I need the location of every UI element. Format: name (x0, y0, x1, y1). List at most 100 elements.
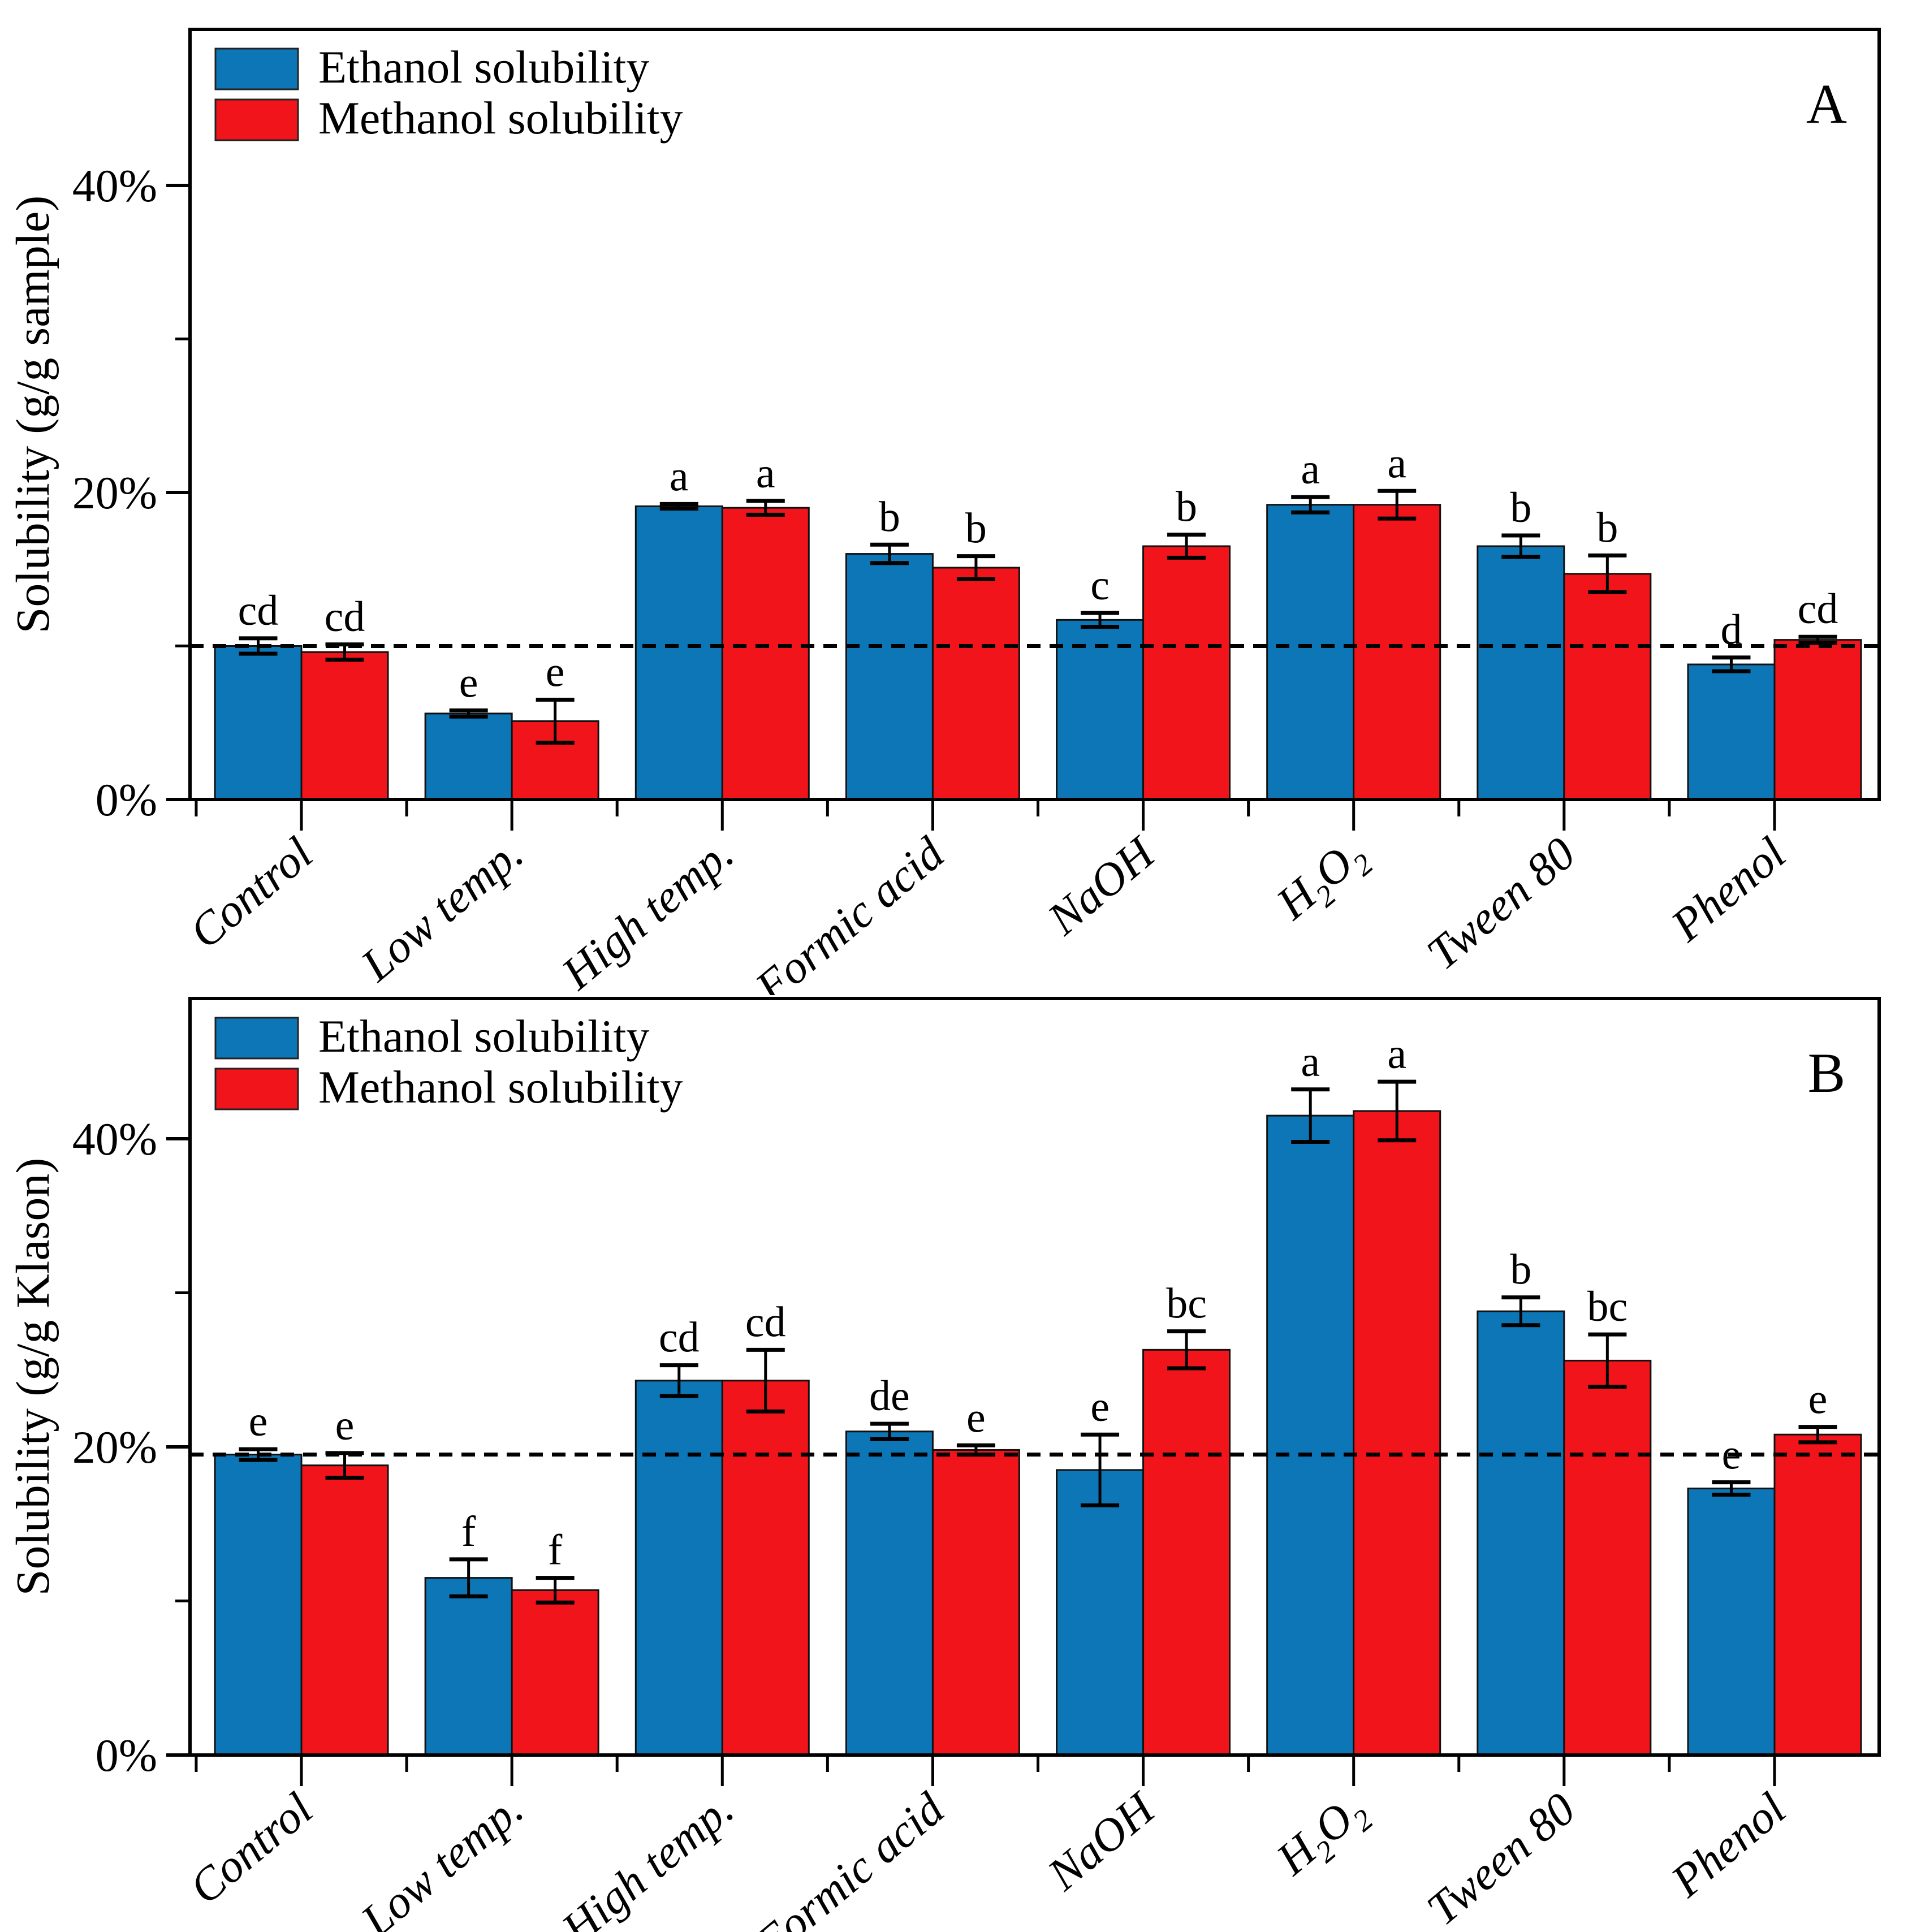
legend-swatch-methanol (214, 1067, 299, 1110)
bar-methanol-7 (1773, 1433, 1862, 1756)
significance-letter: a (1387, 1030, 1406, 1078)
bar-ethanol-6 (1477, 545, 1565, 801)
significance-letter: a (1387, 439, 1406, 487)
y-tick-label: 20% (72, 1421, 157, 1473)
x-category-label: Tween 80 (1417, 827, 1585, 979)
x-category-label: Formic acid (745, 1782, 954, 1932)
significance-letter: a (670, 452, 689, 500)
y-tick-label: 20% (72, 467, 157, 518)
x-category-label: High temp. (551, 827, 743, 995)
x-category-label: High temp. (551, 1783, 743, 1932)
x-category-label: NaOH (1038, 826, 1165, 945)
bar-methanol-1 (511, 1589, 599, 1756)
bar-methanol-5 (1353, 504, 1441, 801)
bar-ethanol-7 (1687, 663, 1776, 801)
plot-frame (188, 997, 1881, 1757)
bar-ethanol-7 (1687, 1488, 1776, 1756)
bar-ethanol-6 (1477, 1310, 1565, 1756)
significance-letter: b (1510, 484, 1531, 531)
significance-letter: b (879, 493, 900, 541)
bar-methanol-4 (1142, 1348, 1231, 1756)
bar-ethanol-5 (1266, 1114, 1355, 1756)
y-axis-title: Solubility (g/g sample) (7, 196, 59, 634)
bar-ethanol-4 (1056, 1469, 1145, 1756)
legend-label: Methanol solubility (318, 92, 683, 144)
significance-letter: a (1301, 446, 1320, 493)
y-tick-label: 40% (72, 160, 157, 211)
bar-ethanol-1 (424, 712, 513, 801)
significance-letter: cd (325, 593, 365, 641)
significance-letter: a (1301, 1038, 1320, 1086)
significance-letter: de (869, 1372, 910, 1420)
legend-label: Ethanol solubility (318, 41, 649, 93)
significance-letter: f (461, 1508, 476, 1555)
bar-ethanol-3 (845, 1430, 934, 1756)
significance-letter: c (1090, 561, 1110, 609)
significance-letter: b (1510, 1246, 1531, 1294)
significance-letter: bc (1587, 1283, 1628, 1330)
bar-ethanol-5 (1266, 504, 1355, 801)
x-category-label: Phenol (1661, 1783, 1795, 1907)
bar-methanol-4 (1142, 545, 1231, 801)
bar-methanol-3 (931, 567, 1020, 801)
significance-letter: b (1596, 504, 1618, 551)
bar-methanol-0 (300, 651, 389, 801)
legend-swatch-ethanol (214, 47, 299, 90)
x-category-label: Control (180, 827, 322, 958)
legend-swatch-methanol (214, 98, 299, 141)
significance-letter: cd (238, 587, 279, 634)
significance-letter: bc (1166, 1280, 1207, 1328)
x-category-label: Phenol (1661, 827, 1795, 952)
legend-label: Ethanol solubility (318, 1010, 649, 1062)
x-category-label: Low temp. (351, 827, 533, 991)
bar-ethanol-3 (845, 553, 934, 801)
significance-letter: f (548, 1527, 563, 1574)
bar-ethanol-2 (634, 505, 723, 801)
y-tick-label: 0% (96, 774, 157, 825)
significance-letter: cd (745, 1298, 786, 1346)
panel-letter: A (1806, 72, 1847, 135)
legend-label: Methanol solubility (318, 1061, 683, 1113)
bar-methanol-6 (1563, 573, 1652, 801)
significance-letter: e (546, 649, 565, 696)
bar-ethanol-0 (214, 645, 303, 801)
x-category-label: Formic acid (745, 827, 954, 995)
bar-methanol-2 (721, 507, 810, 801)
panel-letter: B (1808, 1041, 1846, 1104)
x-category-label: Control (180, 1783, 322, 1914)
significance-letter: cd (1798, 585, 1838, 633)
bar-methanol-3 (931, 1449, 1020, 1756)
y-axis-title: Solubility (g/g Klason) (7, 1158, 59, 1596)
significance-letter: e (335, 1402, 355, 1449)
y-tick-label: 0% (96, 1730, 157, 1781)
significance-letter: e (1090, 1383, 1110, 1430)
bar-ethanol-4 (1056, 619, 1145, 801)
bar-methanol-6 (1563, 1359, 1652, 1756)
x-category-label: H2​O2​ (1266, 1783, 1379, 1891)
significance-letter: e (1808, 1376, 1828, 1423)
bar-ethanol-0 (214, 1454, 303, 1756)
plot-frame (188, 28, 1881, 801)
significance-letter: e (459, 659, 478, 707)
bar-methanol-5 (1353, 1110, 1441, 1756)
bar-ethanol-2 (634, 1380, 723, 1756)
bar-methanol-0 (300, 1464, 389, 1756)
legend-swatch-ethanol (214, 1017, 299, 1060)
bar-methanol-2 (721, 1380, 810, 1756)
x-category-label: H2​O2​ (1266, 827, 1379, 935)
x-category-label: NaOH (1038, 1782, 1165, 1900)
significance-letter: a (756, 449, 775, 497)
y-tick-label: 40% (72, 1113, 157, 1165)
significance-letter: b (965, 505, 987, 552)
significance-letter: e (249, 1398, 268, 1445)
x-category-label: Tween 80 (1417, 1783, 1585, 1932)
significance-letter: e (966, 1394, 986, 1441)
significance-letter: b (1176, 483, 1197, 531)
bar-ethanol-1 (424, 1577, 513, 1756)
significance-letter: cd (659, 1314, 700, 1362)
bar-methanol-7 (1773, 639, 1862, 801)
x-category-label: Low temp. (351, 1783, 533, 1932)
